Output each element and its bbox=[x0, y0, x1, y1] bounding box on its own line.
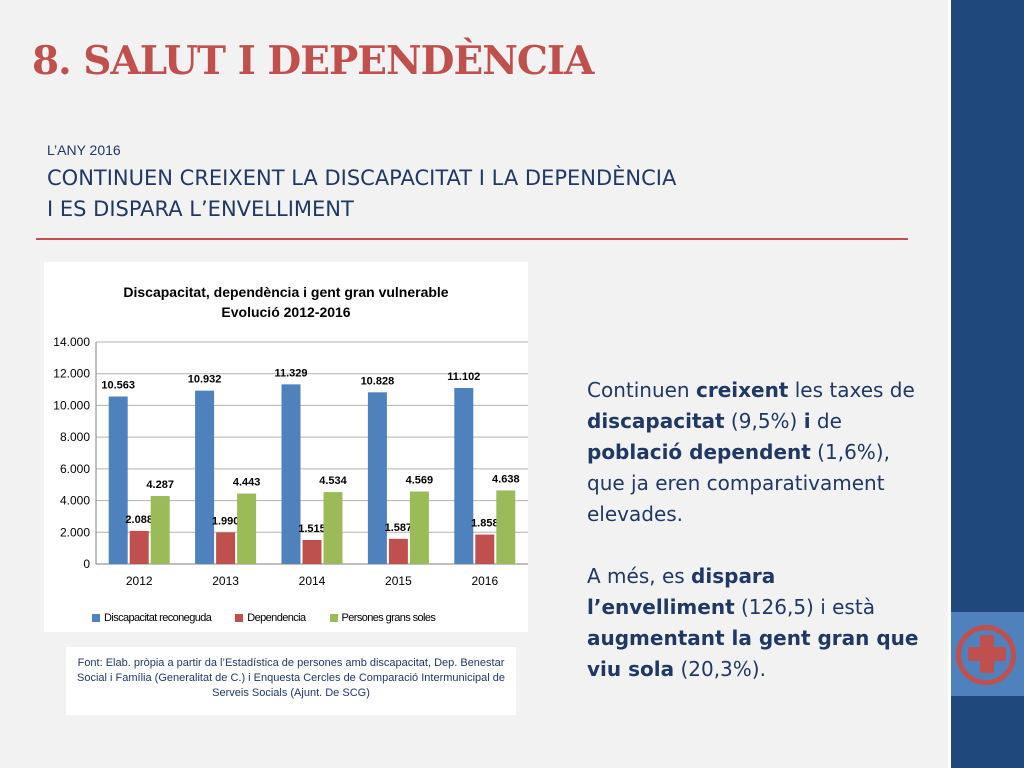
data-label: 4.569 bbox=[406, 475, 434, 487]
page-title: 8. SALUT I DEPENDÈNCIA bbox=[32, 38, 594, 84]
bar bbox=[367, 392, 387, 564]
chart-title: Discapacitat, dependència i gent gran vu… bbox=[123, 284, 449, 300]
x-tick-label: 2014 bbox=[299, 574, 326, 588]
data-label: 1.990 bbox=[212, 515, 240, 527]
bar-chart: 0 2.000 4.000 6.000 8.000 10.000 12.000 14.000 2… bbox=[53, 335, 528, 588]
x-tick-label: 2016 bbox=[471, 574, 498, 588]
y-tick-label: 4.000 bbox=[60, 494, 90, 508]
chart-legend: Discapacitat reconeguda Dependencia Person… bbox=[92, 612, 459, 624]
data-label: 10.932 bbox=[188, 374, 222, 386]
headline-line-1: CONTINUEN CREIXENT LA DISCAPACITAT I LA … bbox=[47, 166, 677, 190]
source-note: Font: Elab. pròpia a partir da l’Estadís… bbox=[77, 657, 505, 699]
bar bbox=[388, 538, 408, 564]
bar bbox=[496, 490, 516, 564]
bar bbox=[195, 390, 215, 564]
bar bbox=[216, 532, 236, 564]
commentary: Continuen creixent les taxes de discapac… bbox=[587, 375, 927, 716]
legend-label: Discapacitat reconeguda bbox=[104, 612, 212, 624]
headline-line-2: I ES DISPARA L’ENVELLIMENT bbox=[47, 197, 354, 221]
legend-label: Dependencia bbox=[247, 612, 306, 624]
year-kicker: L’ANY 2016 bbox=[47, 142, 121, 158]
title-divider bbox=[36, 238, 908, 240]
data-label: 10.563 bbox=[101, 380, 135, 392]
data-label: 4.443 bbox=[233, 477, 261, 489]
data-label: 1.587 bbox=[385, 522, 413, 534]
data-label: 1.858 bbox=[471, 518, 499, 530]
data-label: 11.329 bbox=[274, 367, 307, 379]
data-label: 4.287 bbox=[146, 479, 174, 491]
chart-panel: Discapacitat, dependència i gent gran vu… bbox=[44, 262, 528, 632]
y-tick-label: 10.000 bbox=[53, 398, 90, 412]
bar bbox=[281, 384, 301, 564]
legend-item: Dependencia bbox=[235, 612, 306, 624]
legend-swatch bbox=[235, 614, 244, 623]
x-tick-label: 2012 bbox=[126, 574, 153, 588]
source-panel bbox=[66, 647, 516, 715]
y-tick-label: 8.000 bbox=[60, 430, 90, 444]
side-divider bbox=[948, 0, 951, 768]
bar bbox=[302, 539, 322, 564]
data-label: 2.088 bbox=[125, 514, 153, 526]
legend-label: Persones grans soles bbox=[341, 612, 436, 624]
bar bbox=[409, 491, 429, 564]
commentary-paragraph-1: Continuen creixent les taxes de discapac… bbox=[587, 378, 915, 526]
data-label: 4.638 bbox=[492, 473, 520, 485]
legend-swatch bbox=[329, 614, 338, 623]
legend-item: Persones grans soles bbox=[329, 612, 436, 624]
bar bbox=[150, 496, 170, 564]
headline: CONTINUEN CREIXENT LA DISCAPACITAT I LA … bbox=[47, 163, 847, 225]
bar bbox=[454, 387, 474, 564]
bar bbox=[323, 492, 343, 564]
bar bbox=[237, 493, 257, 564]
bar bbox=[475, 534, 495, 564]
chart-subtitle: Evolució 2012-2016 bbox=[221, 304, 351, 320]
legend-swatch bbox=[92, 614, 100, 623]
y-tick-label: 6.000 bbox=[60, 462, 90, 476]
x-tick-label: 2015 bbox=[385, 574, 412, 588]
data-label: 1.515 bbox=[298, 523, 326, 535]
bar bbox=[108, 396, 128, 564]
bar bbox=[129, 530, 149, 564]
commentary-paragraph-2: A més, es dispara l’envelliment (126,5) … bbox=[587, 564, 919, 681]
y-tick-label: 12.000 bbox=[53, 367, 90, 381]
x-tick-label: 2013 bbox=[212, 574, 239, 588]
legend-item: Discapacitat reconeguda bbox=[92, 612, 212, 624]
y-tick-label: 0 bbox=[83, 557, 90, 571]
y-tick-label: 14.000 bbox=[53, 335, 90, 349]
data-label: 10.828 bbox=[361, 375, 395, 387]
data-label: 11.102 bbox=[447, 371, 480, 383]
data-label: 4.534 bbox=[319, 475, 347, 487]
y-tick-label: 2.000 bbox=[60, 525, 90, 539]
